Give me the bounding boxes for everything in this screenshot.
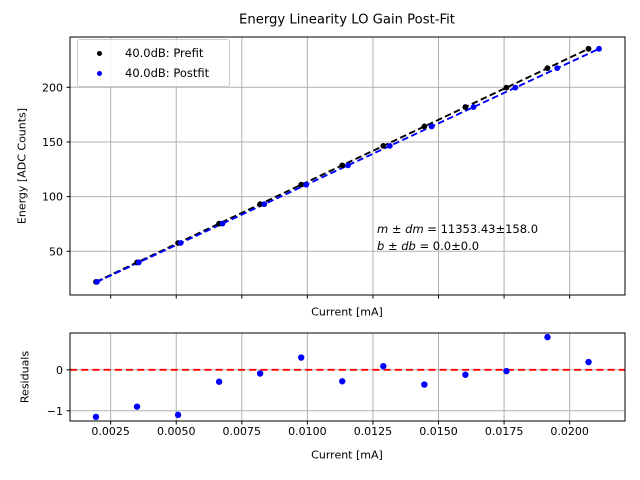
residual-point: [339, 378, 346, 385]
residual-point: [380, 362, 387, 370]
slope-value: = 11353.43±158.0: [423, 222, 539, 236]
prefit-point: [339, 162, 346, 169]
postfit-point: [470, 104, 477, 110]
legend-label-prefit: 40.0dB: Prefit: [125, 46, 204, 60]
x-tick-label: 0.0025: [91, 425, 130, 438]
postfit-point: [428, 123, 435, 130]
residual-point: [544, 333, 551, 341]
y-tick-label: 50: [49, 245, 63, 258]
residual-point: [92, 413, 100, 421]
y-tick-label: 0: [56, 364, 63, 377]
residual-axes: 0.0025 0.0050 0.0075 0.0100 0.0125 0.0150 0.01…: [47, 332, 626, 438]
energy-x-axis-label: Current [mA]: [311, 305, 383, 319]
residual-point: [133, 403, 141, 410]
intercept-value: = 0.0±0.0: [415, 239, 480, 253]
x-tick-label: 0.0175: [485, 425, 524, 438]
prefit-point: [298, 181, 305, 188]
residual-point: [462, 371, 469, 378]
x-tick-label: 0.0050: [157, 425, 196, 438]
y-tick-label: 200: [42, 81, 63, 94]
legend-entry-postfit: 40.0dB: Postfit: [92, 64, 229, 82]
residual-point: [215, 378, 223, 385]
prefit-marker-icon: [97, 50, 102, 56]
postfit-marker-icon: [97, 70, 102, 76]
energy-axes: 50 100 150 200: [42, 36, 626, 299]
postfit-point: [554, 65, 561, 72]
chart-title: Energy Linearity LO Gain Post-Fit: [239, 12, 455, 28]
postfit-point: [345, 162, 351, 169]
x-tick-label: 0.0150: [419, 425, 458, 438]
postfit-point: [177, 240, 184, 246]
legend-entry-prefit: 40.0dB: Prefit: [92, 44, 229, 62]
y-tick-label: 100: [42, 191, 63, 204]
residual-point: [421, 381, 428, 388]
postfit-point: [386, 142, 393, 149]
fit-annotation-intercept: b ± db = 0.0±0.0: [377, 238, 538, 255]
x-tick-label: 0.0125: [354, 425, 393, 438]
x-tick-label: 0.0100: [288, 425, 327, 438]
axes-frame: [69, 36, 626, 296]
residual-y-axis-label: Residuals: [18, 350, 32, 404]
postfit-point: [261, 201, 268, 208]
intercept-symbol: b ± db: [377, 239, 416, 253]
postfit-point: [94, 278, 100, 285]
slope-symbol: m ± dm: [377, 222, 424, 236]
fit-annotation: m ± dm = 11353.43±158.0 b ± db = 0.0±0.0: [377, 221, 538, 255]
legend-label-postfit: 40.0dB: Postfit: [125, 66, 210, 80]
energy-y-axis-label: Energy [ADC Counts]: [15, 107, 29, 225]
legend: 40.0dB: Prefit 40.0dB: Postfit: [77, 39, 230, 87]
residual-point: [174, 411, 182, 419]
fit-annotation-slope: m ± dm = 11353.43±158.0: [377, 221, 538, 238]
x-tick-label: 0.0075: [223, 425, 262, 438]
prefit-point: [257, 201, 264, 208]
postfit-point: [219, 220, 226, 227]
prefit-point: [462, 104, 469, 110]
prefit-point: [503, 84, 510, 91]
postfit-point: [512, 84, 519, 91]
residual-point: [298, 354, 305, 361]
axes-frame: [69, 332, 626, 422]
y-tick-label: 150: [42, 136, 63, 149]
prefit-point: [544, 65, 551, 72]
prefit-point: [380, 142, 387, 149]
postfit-point: [135, 259, 142, 266]
residual-point: [585, 358, 592, 366]
residual-x-axis-label: Current [mA]: [311, 448, 383, 462]
prefit-point: [421, 123, 428, 130]
x-tick-label: 0.0200: [550, 425, 589, 438]
y-tick-label: −1: [47, 405, 63, 418]
postfit-point: [303, 181, 310, 188]
residual-point: [503, 367, 510, 375]
prefit-point: [585, 45, 592, 52]
residual-point: [256, 370, 264, 377]
postfit-point: [596, 45, 602, 52]
